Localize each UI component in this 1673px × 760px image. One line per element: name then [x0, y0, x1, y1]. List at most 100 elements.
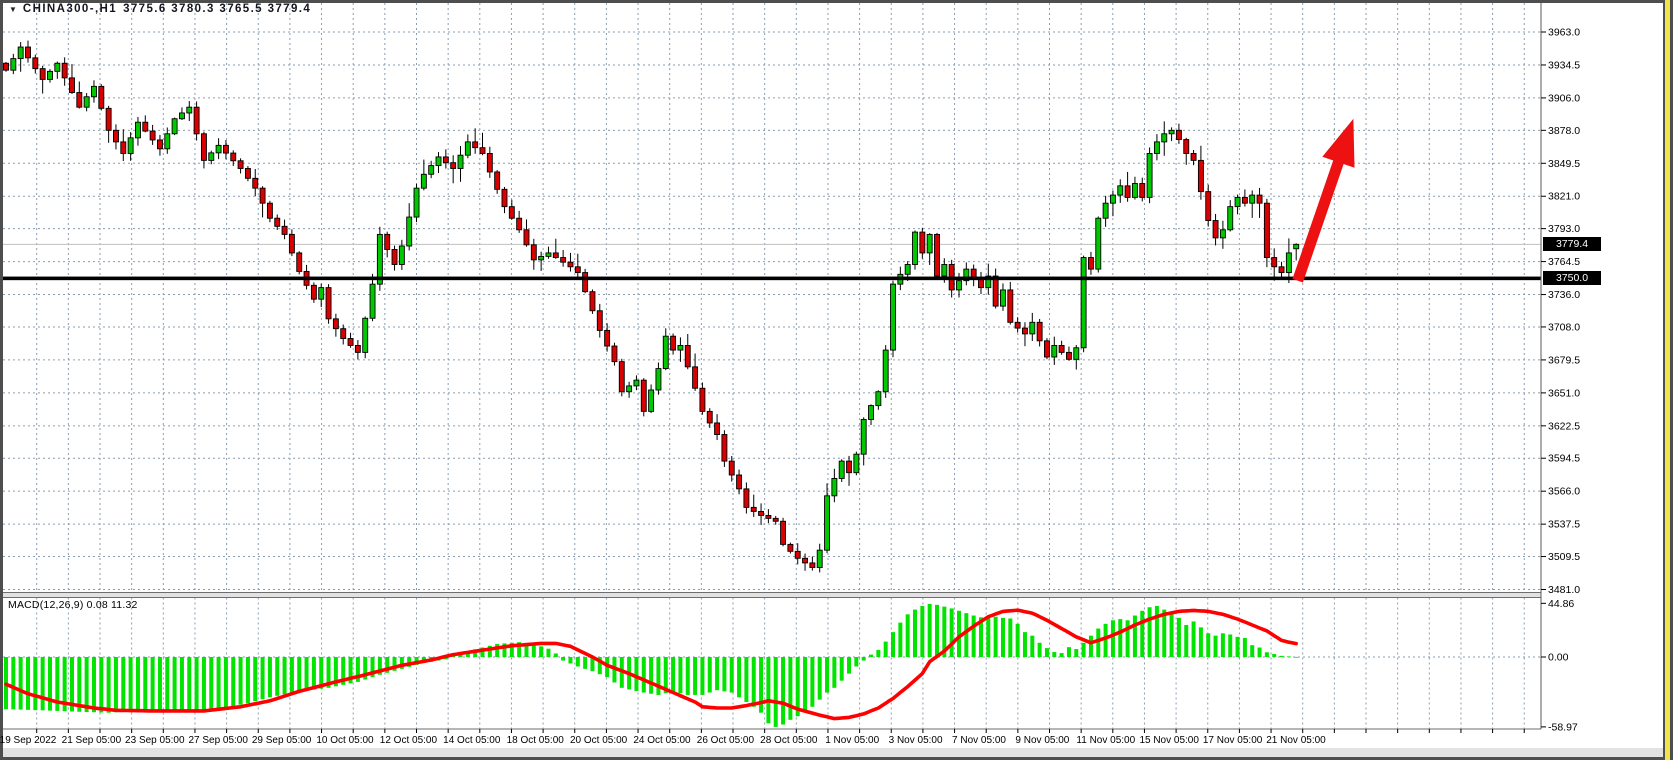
candle-down [69, 77, 75, 93]
candle-down [259, 187, 266, 204]
candle-up [1073, 347, 1080, 360]
candle-down [332, 318, 339, 330]
macd-histogram-bar [1169, 613, 1174, 657]
candle-up [413, 187, 420, 218]
macd-indicator-plot[interactable] [4, 603, 1299, 727]
panel-separator[interactable] [3, 593, 1541, 597]
macd-histogram-bar [883, 641, 888, 657]
macd-histogram-bar [678, 657, 683, 694]
macd-histogram-bar [1015, 623, 1020, 657]
candle-down [113, 129, 119, 143]
macd-histogram-bar [663, 657, 668, 694]
candle-up [633, 379, 640, 387]
price-tick-label: 3849.5 [1548, 158, 1580, 170]
candle-up [956, 280, 962, 291]
candle-down [442, 156, 449, 164]
macd-histogram-bar [934, 604, 939, 657]
macd-indicator-label: MACD(12,26,9) 0.08 11.32 [8, 599, 138, 611]
macd-histogram-bar [1096, 628, 1101, 657]
candle-down [347, 338, 354, 346]
candle-down [479, 147, 486, 154]
macd-histogram-bar [47, 657, 52, 711]
candle-up [362, 317, 369, 353]
time-axis[interactable]: 19 Sep 2022 21 Sep 05:00 23 Sep 05:00 27 Se… [0, 729, 1525, 746]
candle-up [875, 391, 882, 407]
price-tick-label: 3622.5 [1548, 420, 1580, 432]
macd-histogram-bar [803, 657, 808, 712]
macd-histogram-bar [590, 657, 595, 672]
macd-histogram-bar [121, 657, 126, 712]
macd-histogram-bar [810, 657, 815, 707]
macd-histogram-bar [634, 657, 639, 691]
macd-histogram-bar [267, 657, 272, 698]
candle-up [926, 233, 933, 254]
candle-down [736, 474, 743, 490]
support-price-badge: 3750.0 [1543, 271, 1601, 286]
macd-histogram-bar [487, 645, 492, 657]
macd-histogram-bar [1044, 648, 1049, 657]
macd-histogram-bar [341, 657, 346, 685]
macd-histogram-bar [25, 657, 30, 710]
candle-up [428, 165, 435, 175]
price-axis[interactable]: 3963.0 3934.5 3906.0 3878.0 3849.5 3821.0 3793… [1541, 27, 1580, 597]
macd-histogram-bar [671, 657, 676, 692]
macd-histogram-bar [143, 657, 148, 711]
macd-histogram-bar [326, 657, 331, 688]
macd-histogram-bar [99, 657, 104, 713]
candle-up [655, 368, 662, 391]
macd-values: 0.08 11.32 [86, 599, 138, 611]
candle-up [318, 287, 325, 300]
macd-histogram-bar [1066, 647, 1071, 657]
ohlc-values: 3775.6 3780.3 3765.5 3779.4 [123, 3, 312, 15]
macd-histogram-bar [157, 657, 162, 711]
macd-axis[interactable]: 44.86 0.00 -58.97 [1541, 598, 1578, 734]
macd-histogram-bar [1272, 654, 1277, 657]
macd-histogram-bar [62, 657, 67, 712]
candle-up [398, 245, 405, 265]
candle-down [508, 206, 515, 219]
chart-dropdown-icon[interactable]: ▼ [9, 4, 17, 14]
candle-down [156, 139, 163, 150]
macd-histogram-bar [949, 608, 954, 657]
support-horizontal-line[interactable] [3, 276, 1541, 281]
macd-histogram-bar [539, 646, 544, 657]
price-tick-label: 3821.0 [1548, 191, 1580, 203]
candle-up [1131, 183, 1138, 198]
candle-down [919, 231, 926, 254]
candle-down [802, 557, 808, 564]
time-tick-label: 9 Nov 05:00 [1015, 735, 1069, 746]
time-tick-label: 20 Oct 05:00 [570, 735, 628, 746]
trend-arrow-annotation[interactable] [1292, 118, 1355, 283]
macd-histogram-bar [1022, 632, 1027, 657]
candle-down [1190, 152, 1197, 161]
macd-histogram-bar [1000, 617, 1005, 657]
macd-histogram-bar [1191, 621, 1196, 657]
candle-up [882, 349, 889, 393]
candle-down [611, 345, 618, 363]
macd-histogram-bar [231, 657, 236, 707]
time-tick-label: 19 Sep 2022 [0, 735, 57, 746]
candle-up [127, 137, 134, 154]
candle-down [486, 152, 493, 173]
macd-histogram-bar [1286, 656, 1291, 658]
chart-title-bar: ▼ CHINA300-,H1 3775.6 3780.3 3765.5 3779… [9, 3, 311, 15]
macd-histogram-bar [1264, 652, 1269, 657]
candle-up [853, 453, 860, 474]
candle-up [1109, 194, 1116, 204]
price-tick-label: 3566.0 [1548, 486, 1580, 498]
candle-down [3, 62, 9, 71]
macd-histogram-bar [201, 657, 206, 711]
candle-down [934, 233, 940, 277]
candle-down [670, 335, 677, 351]
macd-histogram-bar [282, 657, 287, 695]
candle-up [1234, 196, 1241, 208]
macd-histogram-bar [1242, 638, 1247, 657]
time-tick-label: 10 Oct 05:00 [316, 735, 374, 746]
candle-down [266, 202, 273, 219]
candle-up [1051, 344, 1058, 358]
macd-histogram-bar [1081, 642, 1086, 657]
candlestick-series[interactable] [3, 40, 1300, 573]
candle-down [230, 152, 237, 162]
price-tick-label: 3594.5 [1548, 453, 1580, 465]
